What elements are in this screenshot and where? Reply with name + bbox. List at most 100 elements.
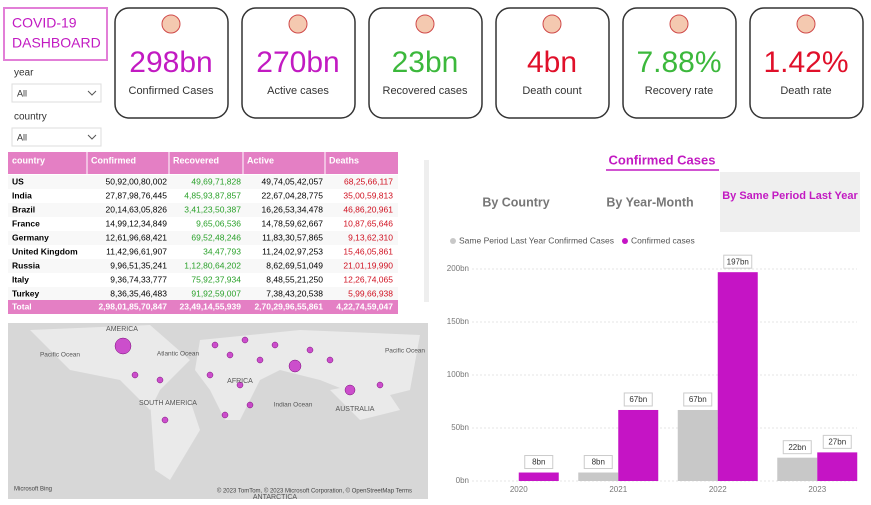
table-cell: India: [12, 190, 32, 200]
data-label: 22bn: [788, 443, 806, 452]
bar[interactable]: [777, 457, 818, 481]
kpi-label: Death count: [522, 85, 581, 97]
table-cell: 22,67,04,28,775: [262, 190, 324, 200]
bar[interactable]: [717, 272, 758, 481]
bar[interactable]: [817, 452, 858, 481]
table-cell: 49,74,05,42,057: [262, 176, 324, 186]
table-total-cell: 23,49,14,55,939: [180, 301, 242, 311]
y-tick-label: 50bn: [451, 423, 469, 432]
title-line: DASHBOARD: [12, 35, 101, 51]
filter-value: All: [17, 88, 27, 98]
data-label-bg: [822, 434, 852, 449]
title-line: COVID-19: [12, 15, 77, 31]
chevron: [87, 134, 97, 140]
table-cell: United Kingdom: [12, 246, 78, 256]
legend-label[interactable]: Same Period Last Year Confirmed Cases: [459, 235, 614, 245]
tab-selected-bg: [720, 172, 860, 232]
table-cell: 46,86,20,961: [343, 204, 393, 214]
y-tick-label: 100bn: [447, 370, 469, 379]
map-label: Indian Ocean: [274, 402, 313, 409]
map-dot: [236, 381, 244, 389]
table-header-cell[interactable]: Active: [247, 155, 274, 165]
table-cell: 21,01,19,990: [343, 260, 393, 270]
map-dot: [226, 351, 234, 359]
data-label: 197bn: [727, 257, 749, 266]
y-tick-label: 0bn: [456, 476, 469, 485]
table-cell: Germany: [12, 232, 49, 242]
title-box: [3, 7, 108, 61]
bar[interactable]: [518, 472, 559, 481]
map-dot: [306, 346, 314, 354]
map-label: AUSTRALIA: [336, 406, 375, 413]
legend-swatch: [450, 238, 456, 244]
data-label-bg: [683, 392, 713, 407]
table-cell: 4,85,93,87,857: [184, 190, 241, 200]
filter-dropdown[interactable]: [11, 127, 102, 147]
table-cell: 69,52,48,246: [191, 232, 241, 242]
table-cell: 16,26,53,34,478: [262, 204, 324, 214]
data-label-bg: [723, 254, 753, 269]
tab[interactable]: By Country: [482, 195, 549, 209]
kpi-label: Active cases: [267, 85, 329, 97]
table-header-cell[interactable]: Confirmed: [91, 155, 136, 165]
table-cell: 9,13,62,310: [348, 232, 393, 242]
data-label: 8bn: [592, 458, 605, 467]
tab[interactable]: By Year-Month: [606, 195, 693, 209]
data-label: 67bn: [689, 395, 707, 404]
kpi-card: [368, 7, 483, 119]
scrollbar[interactable]: [424, 160, 429, 302]
x-tick-label: 2022: [709, 485, 727, 494]
map-label: ANTARCTICA: [253, 494, 298, 501]
table-cell: 12,26,74,065: [343, 274, 393, 284]
table-cell: 11,83,30,57,865: [262, 232, 323, 242]
row-bg: [8, 175, 398, 189]
chart-title[interactable]: Confirmed Cases: [609, 152, 716, 167]
map-label: AMERICA: [106, 326, 138, 333]
map-dot: [376, 381, 384, 389]
table-header: [8, 152, 398, 174]
filter-dropdown[interactable]: [11, 83, 102, 103]
data-label-bg: [782, 440, 812, 455]
y-tick-label: 200bn: [447, 264, 469, 273]
map-dot: [256, 356, 264, 364]
x-tick-label: 2020: [510, 485, 528, 494]
row-bg: [8, 259, 398, 273]
kpi-label: Recovered cases: [383, 85, 468, 97]
map-dot: [156, 376, 164, 384]
table-cell: Turkey: [12, 288, 40, 298]
bar[interactable]: [677, 409, 718, 481]
kpi-card: [749, 7, 864, 119]
bar[interactable]: [578, 472, 619, 481]
table-cell: 11,42,96,61,907: [106, 246, 167, 256]
kpi-card: [114, 7, 229, 119]
kpi-value: 23bn: [392, 46, 459, 79]
bar[interactable]: [618, 409, 659, 481]
table-cell: 35,00,59,813: [343, 190, 393, 200]
table-header-cell[interactable]: Deaths: [329, 155, 359, 165]
map-logo: Microsoft Bing: [14, 487, 52, 493]
legend-swatch: [621, 238, 628, 244]
table-cell: 34,47,793: [203, 246, 241, 256]
table-cell: 8,62,69,51,049: [266, 260, 323, 270]
tab[interactable]: By Same Period Last Year: [722, 190, 858, 202]
table-cell: Italy: [12, 274, 29, 284]
table-total-cell: Total: [12, 301, 32, 311]
filter-label: country: [14, 112, 47, 123]
table-cell: 8,48,55,21,250: [266, 274, 323, 284]
table-cell: 14,78,59,62,667: [262, 218, 324, 228]
table-cell: France: [12, 218, 40, 228]
map-label: AFRICA: [227, 378, 253, 385]
map-dot: [221, 411, 229, 419]
table-header-cell[interactable]: country: [12, 155, 45, 165]
table-total-cell: 2,98,01,85,70,847: [98, 301, 167, 311]
map-dot: [246, 401, 254, 409]
legend-label[interactable]: Confirmed cases: [631, 235, 695, 245]
table-cell: 91,92,59,007: [191, 288, 241, 298]
land: [30, 325, 420, 480]
table-header-cell[interactable]: Recovered: [173, 155, 219, 165]
map-label: Atlantic Ocean: [157, 351, 200, 358]
map-label: SOUTH AMERICA: [139, 400, 197, 407]
data-label-bg: [524, 455, 554, 470]
row-bg: [8, 203, 398, 217]
